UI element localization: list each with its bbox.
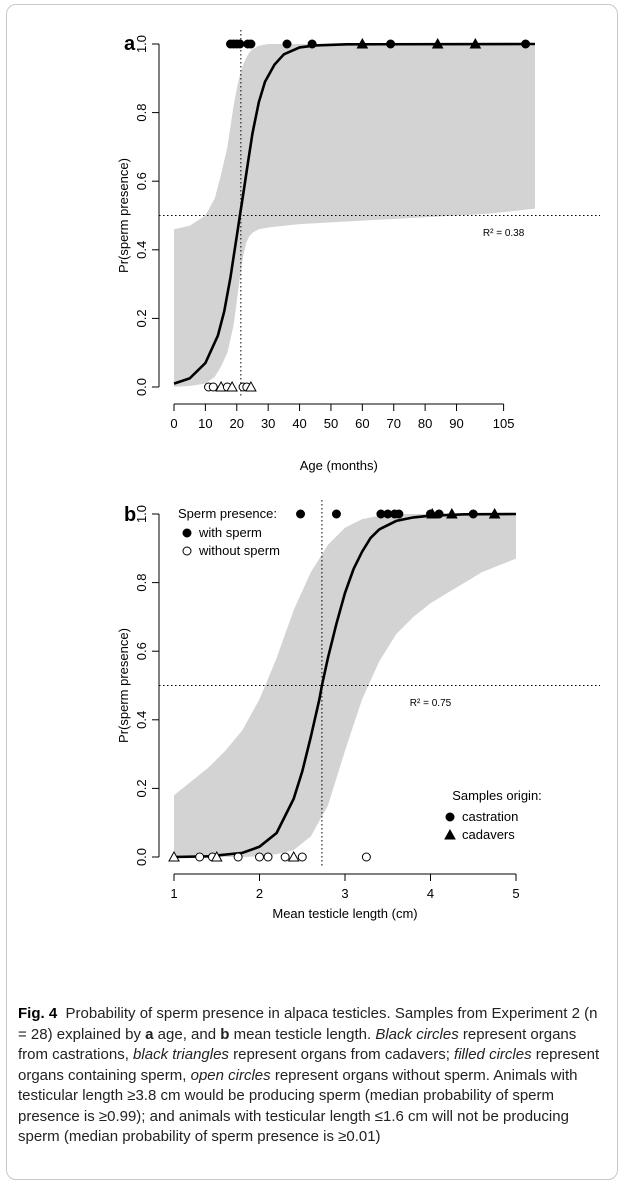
panel-a-xtick-label-7: 70	[387, 416, 401, 431]
panel-b-ytick-label-1: 0.2	[134, 779, 149, 797]
panel-b-point-8	[434, 509, 444, 519]
panel-b-xtick-label-3: 4	[427, 886, 434, 901]
panel-b-point-19	[280, 852, 290, 862]
panel-a-point-14	[208, 382, 218, 392]
panel-a-point-10	[431, 37, 444, 49]
panel-b-legend-origin-marker-1	[444, 828, 456, 840]
caption-title: Probability of sperm presence in alpaca …	[18, 1005, 598, 1043]
panel-b-ytick-label-4: 0.8	[134, 574, 149, 592]
panel-a-r2-label: R² = 0.38	[483, 228, 525, 239]
panel-b-xtick-label-1: 2	[256, 886, 263, 901]
panel-b-legend-origin-label-1: cadavers	[462, 827, 515, 842]
panel-a-point-9	[386, 39, 396, 49]
panel-a-letter: a	[124, 33, 136, 55]
panel-a-ytick-label-5: 1.0	[134, 35, 149, 53]
panel-b-point-10	[468, 509, 478, 519]
panel-b-xtick-label-4: 5	[512, 886, 519, 901]
panel-b-legend-presence-title: Sperm presence:	[178, 506, 277, 521]
panel-a-point-6	[282, 39, 292, 49]
panel-b-letter: b	[124, 504, 136, 526]
panel-b-point-13	[195, 852, 205, 862]
panel-b-ytick-label-3: 0.6	[134, 642, 149, 660]
caption-b-text: mean testicle length.	[229, 1025, 376, 1043]
panel-a-y-axis-title: Pr(sperm presence)	[116, 158, 131, 273]
panel-b-point-15	[210, 850, 223, 862]
panel-b-legend-presence-label-0: with sperm	[198, 525, 262, 540]
panel-a-xtick-label-5: 50	[324, 416, 338, 431]
caption-a-letter: a	[145, 1025, 154, 1043]
panel-b-ytick-label-0: 0.0	[134, 848, 149, 866]
panel-a-xtick-label-6: 60	[355, 416, 369, 431]
caption-black-triangles: black triangles	[133, 1046, 229, 1063]
caption-text-4: represent organs without sperm. Animals …	[18, 1066, 578, 1146]
panel-b-chart: 0.0 0.2 0.4 0.6 0.8 1.0 1 2 3 4 5 Mean testicle len…	[116, 500, 600, 921]
panel-a-point-11	[469, 37, 482, 49]
panel-b-point-0	[296, 509, 306, 519]
panel-b-legend-presence-marker-1	[182, 546, 192, 556]
figure-frame	[6, 4, 618, 1180]
panel-b-xtick-label-2: 3	[341, 886, 348, 901]
panel-a-xtick-label-3: 30	[261, 416, 275, 431]
panel-b-y-axis-title: Pr(sperm presence)	[116, 628, 131, 743]
caption-fig-label: Fig. 4	[18, 1005, 58, 1022]
panel-a-ytick-label-4: 0.8	[134, 104, 149, 122]
panel-a-ytick-label-2: 0.4	[134, 241, 149, 259]
panel-a-xtick-label-8: 80	[418, 416, 432, 431]
caption-a-text: age, and	[153, 1025, 221, 1043]
panel-a-point-5	[246, 39, 256, 49]
panel-b-point-21	[297, 852, 307, 862]
panel-a-point-7	[307, 39, 317, 49]
panel-a-xtick-label-0: 0	[170, 416, 177, 431]
panel-a-xtick-label-1: 10	[198, 416, 212, 431]
panel-a-ytick-label-1: 0.2	[134, 309, 149, 327]
panel-a-point-12	[521, 39, 531, 49]
panel-b-fitted-curve	[173, 512, 517, 859]
panel-a-point-17	[226, 380, 238, 392]
panel-b-x-axis-title: Mean testicle length (cm)	[272, 906, 417, 921]
panel-b-xtick-label-0: 1	[170, 886, 177, 901]
figure-caption: Fig. 4 Probability of sperm presence in …	[18, 1004, 610, 1148]
panel-b-point-17	[255, 852, 264, 862]
panel-b-point-18	[263, 852, 273, 862]
panel-a-chart: 0.0 0.2 0.4 0.6 0.8 1.0 0 10 20 30 40 50 60 70 80 90 105…	[116, 30, 600, 473]
panel-a-point-8	[356, 37, 369, 49]
panel-b-point-1	[331, 509, 341, 519]
panel-b-point-11	[488, 507, 501, 519]
panel-b-point-12	[168, 850, 180, 862]
panel-b-point-20	[287, 850, 300, 862]
panel-a-xtick-label-9: 90	[449, 416, 463, 431]
panel-b-confidence-band	[174, 514, 516, 857]
caption-filled-circles: filled circles	[454, 1046, 532, 1063]
caption-text-1: represent organs from castrations,	[18, 1025, 577, 1064]
panel-a-confidence-band	[174, 44, 535, 387]
panel-a-point-3	[235, 39, 245, 49]
panel-a-ytick-label-3: 0.6	[134, 172, 149, 190]
panel-b-legend-presence-marker-0	[182, 528, 192, 538]
panel-b-r2-label: R² = 0.75	[410, 698, 452, 709]
panel-b-ytick-label-2: 0.4	[134, 711, 149, 729]
panel-b-legend-presence-label-1: without sperm	[198, 543, 280, 558]
panel-b-point-5	[394, 509, 404, 519]
caption-text-3: represent organs containing sperm,	[18, 1046, 600, 1084]
panel-b-point-9	[446, 507, 458, 519]
caption-text-2: represent organs from cadavers;	[228, 1046, 455, 1063]
panel-b-ytick-label-5: 1.0	[134, 505, 149, 523]
panel-a-xtick-label-10: 105	[493, 416, 515, 431]
panel-a-xtick-label-2: 20	[230, 416, 244, 431]
panel-a-ytick-label-0: 0.0	[134, 378, 149, 396]
caption-b-letter: b	[220, 1025, 230, 1043]
panel-b-legend-origin-label-0: castration	[462, 809, 518, 824]
panel-b-legend-origin-marker-0	[445, 812, 455, 822]
caption-open-circles: open circles	[190, 1066, 271, 1084]
panel-b-legend-origin-title: Samples origin:	[452, 788, 542, 803]
panel-b-point-16	[233, 852, 243, 862]
panel-a-x-axis-title: Age (months)	[300, 458, 378, 473]
panel-a-fitted-curve	[173, 42, 536, 385]
panel-b-point-22	[361, 852, 371, 862]
panel-a-point-20	[245, 380, 257, 392]
caption-black-circles: Black circles	[375, 1025, 459, 1043]
panel-a-xtick-label-4: 40	[292, 416, 306, 431]
